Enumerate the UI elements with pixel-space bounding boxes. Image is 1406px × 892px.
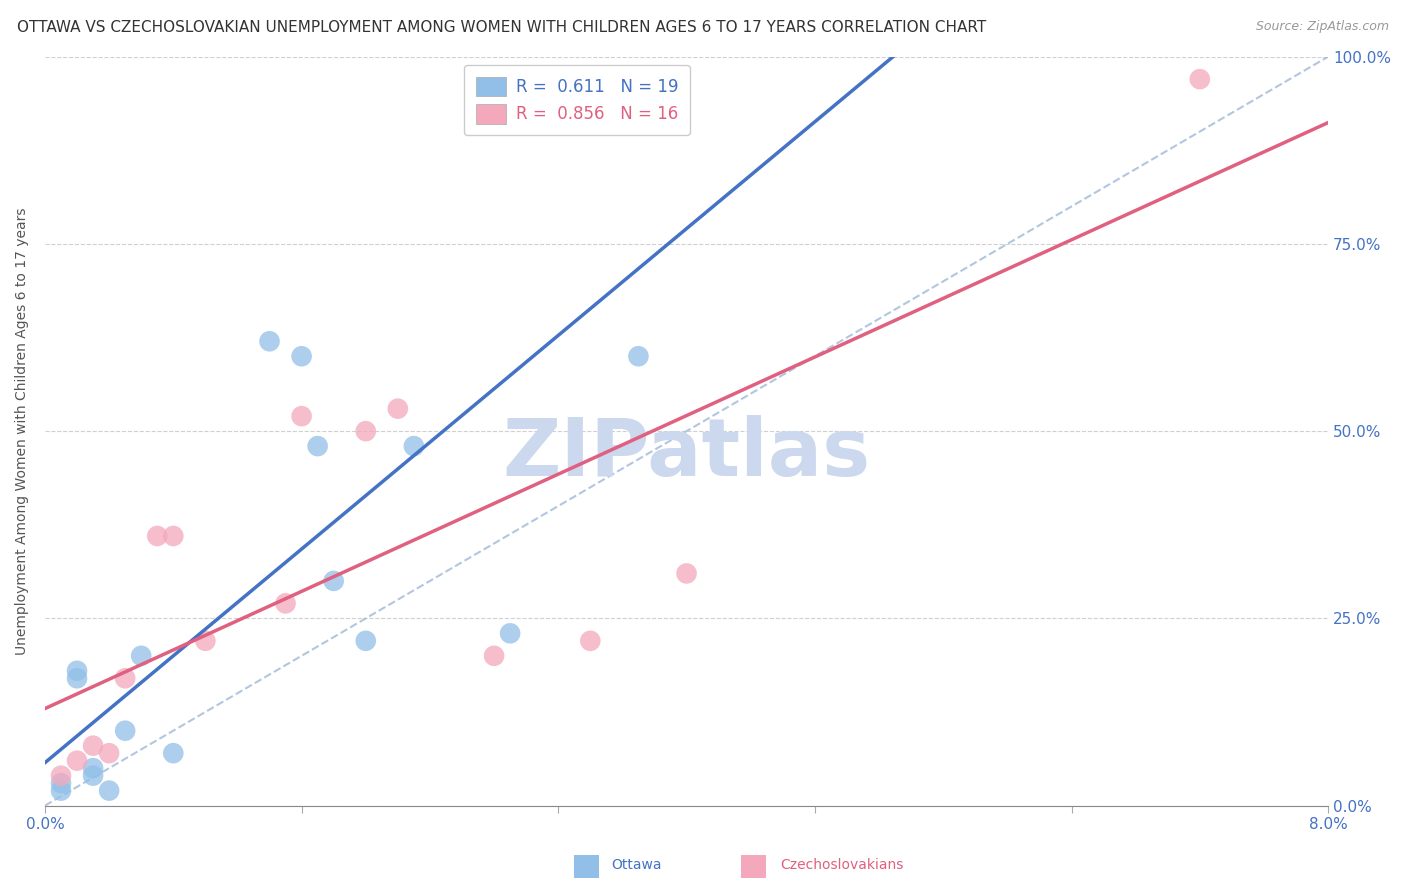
Text: ZIPatlas: ZIPatlas	[502, 415, 870, 492]
Point	[162, 529, 184, 543]
Point	[387, 401, 409, 416]
Point	[354, 424, 377, 438]
Point	[627, 349, 650, 363]
Point	[98, 783, 121, 797]
Legend: R =  0.611   N = 19, R =  0.856   N = 16: R = 0.611 N = 19, R = 0.856 N = 16	[464, 65, 690, 136]
Point	[114, 723, 136, 738]
Point	[579, 633, 602, 648]
Point	[49, 776, 72, 790]
Point	[66, 754, 89, 768]
Text: Czechoslovakians: Czechoslovakians	[780, 858, 904, 872]
Point	[114, 671, 136, 685]
Point	[49, 769, 72, 783]
Point	[98, 746, 121, 760]
Point	[129, 648, 152, 663]
Point	[82, 769, 104, 783]
Point	[49, 783, 72, 797]
Point	[291, 409, 314, 424]
Text: Source: ZipAtlas.com: Source: ZipAtlas.com	[1256, 20, 1389, 33]
Point	[1188, 72, 1211, 87]
Point	[66, 671, 89, 685]
Point	[259, 334, 281, 349]
Point	[291, 349, 314, 363]
Point	[162, 746, 184, 760]
Point	[66, 664, 89, 678]
Point	[499, 626, 522, 640]
Y-axis label: Unemployment Among Women with Children Ages 6 to 17 years: Unemployment Among Women with Children A…	[15, 207, 30, 655]
Point	[194, 633, 217, 648]
Text: OTTAWA VS CZECHOSLOVAKIAN UNEMPLOYMENT AMONG WOMEN WITH CHILDREN AGES 6 TO 17 YE: OTTAWA VS CZECHOSLOVAKIAN UNEMPLOYMENT A…	[17, 20, 986, 35]
Point	[402, 439, 425, 453]
Point	[515, 95, 537, 109]
Point	[146, 529, 169, 543]
Point	[482, 648, 505, 663]
Point	[675, 566, 697, 581]
Point	[354, 633, 377, 648]
Point	[322, 574, 344, 588]
Point	[274, 596, 297, 610]
Point	[82, 739, 104, 753]
Text: Ottawa: Ottawa	[612, 858, 662, 872]
Point	[82, 761, 104, 775]
Point	[307, 439, 329, 453]
